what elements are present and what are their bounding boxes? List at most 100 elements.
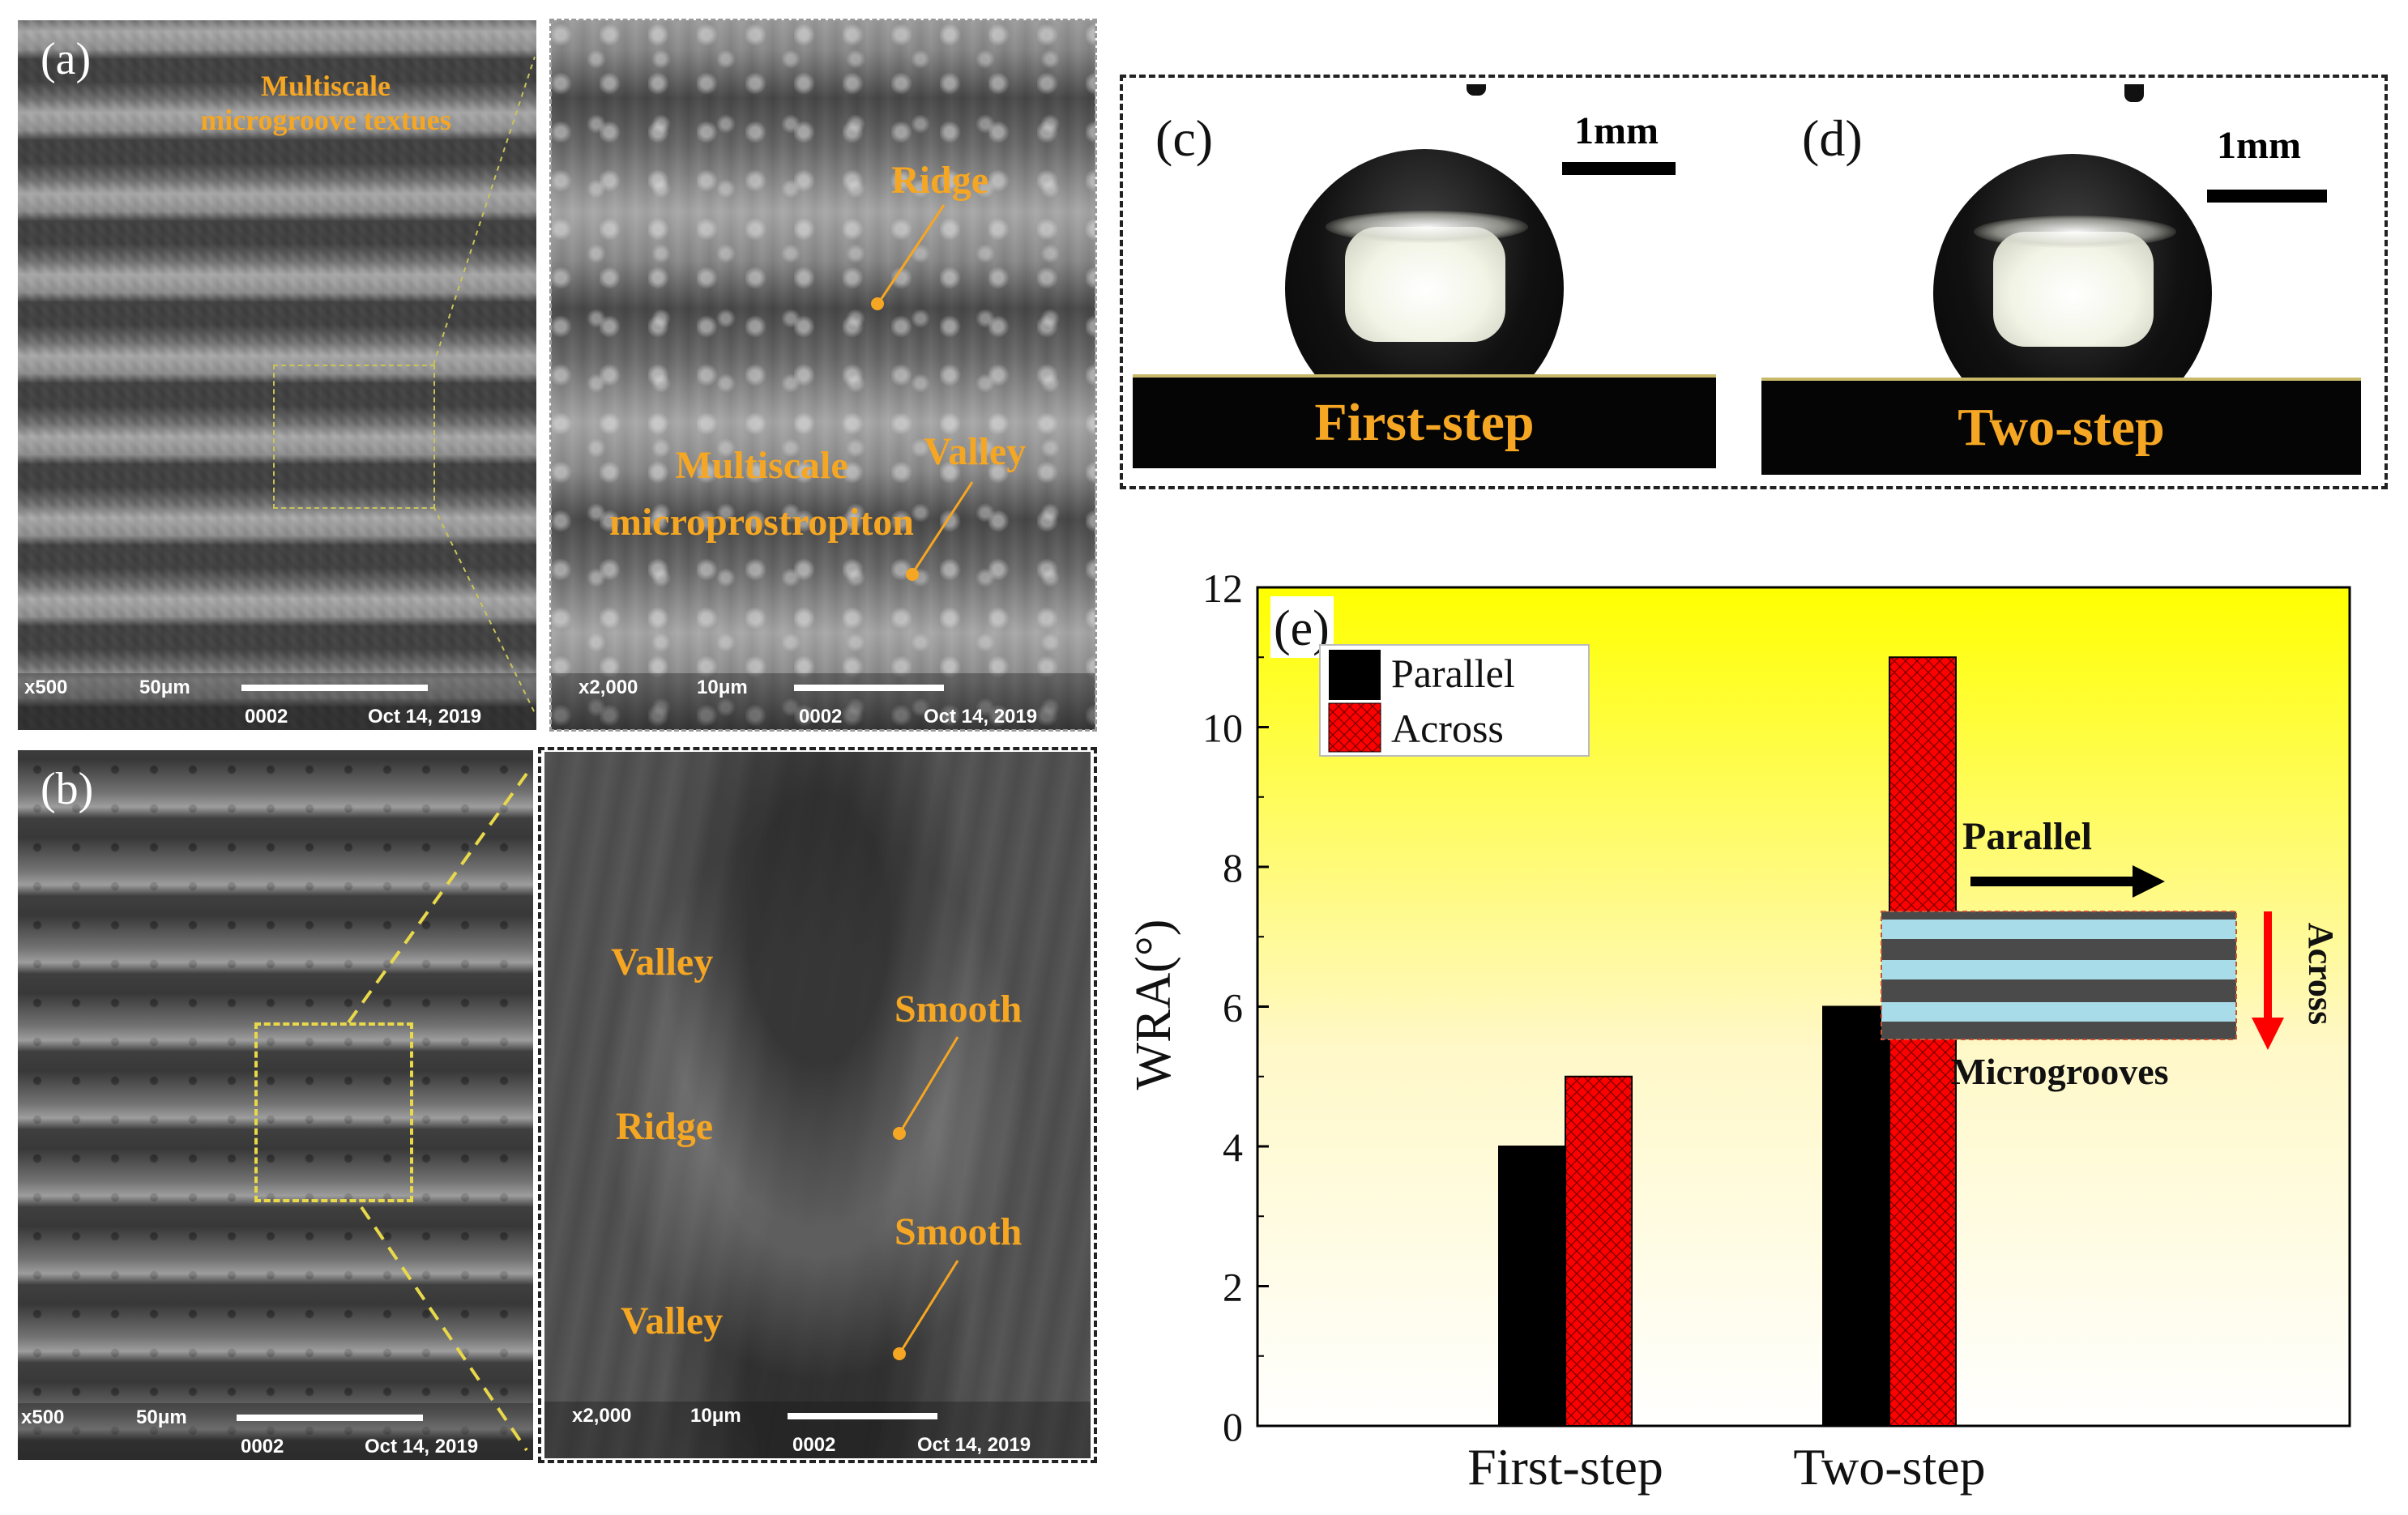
- image-date: Oct 14, 2019: [917, 1434, 1031, 1456]
- sem-zoom-image-b: Valley Smooth Ridge Smooth Valley x2,000…: [544, 752, 1091, 1458]
- bar-parallel-two-step: [1822, 1005, 1890, 1427]
- y-tick-label: 8: [1223, 845, 1243, 890]
- inset-caption: Microgrooves: [1950, 1051, 2168, 1092]
- sem-info-bar: x500 50μm 0002 Oct 14, 2019: [18, 673, 536, 730]
- step-label-first: First-step: [1314, 393, 1535, 452]
- scale-text: 50μm: [139, 676, 190, 698]
- legend-swatch-parallel: [1329, 650, 1381, 700]
- y-tick-label: 10: [1202, 706, 1243, 751]
- smooth-top-leader: [899, 1036, 959, 1132]
- scale-bar: [241, 685, 428, 691]
- droplet-glare: [1326, 211, 1528, 243]
- needle-tip: [1467, 84, 1486, 96]
- panel-label-b: (b): [41, 764, 94, 814]
- image-id: 0002: [799, 706, 843, 728]
- inset-parallel-label: Parallel: [1962, 815, 2092, 858]
- label-valley-top: Valley: [611, 941, 714, 984]
- scale-bar: [237, 1415, 423, 1421]
- y-tick-label: 12: [1202, 565, 1243, 611]
- label-multiscale-microprotrusion: Multiscale microprostropiton: [567, 437, 956, 551]
- scale-bar-c: [1562, 162, 1676, 175]
- x-tick-label: Two-step: [1793, 1438, 1985, 1496]
- droplet-glare: [1974, 216, 2176, 248]
- zoom-region-box: [254, 1022, 413, 1202]
- magnification: x500: [21, 1406, 65, 1428]
- image-id: 0002: [792, 1434, 836, 1456]
- bar-across-first-step: [1565, 1075, 1633, 1427]
- groove-light-1: [1881, 920, 2236, 939]
- droplet-highlight: [1345, 227, 1505, 342]
- substrate: [1761, 378, 2361, 475]
- across-arrow-head: [2252, 1018, 2284, 1050]
- zoom-region-box: [273, 365, 435, 509]
- x-tick-label: First-step: [1467, 1438, 1663, 1496]
- zoom-frame-b: [538, 747, 1097, 1463]
- sem-info-bar: x2,000 10μm 0002 Oct 14, 2019: [544, 1402, 1091, 1458]
- groove-light-2: [1881, 960, 2236, 979]
- legend-swatch-across: [1328, 702, 1381, 753]
- image-date: Oct 14, 2019: [924, 706, 1038, 728]
- valley-leader: [912, 481, 974, 572]
- y-tick-label: 4: [1223, 1125, 1243, 1170]
- magnification: x2,000: [579, 676, 638, 698]
- smooth-bottom-dot: [893, 1347, 906, 1360]
- y-tick-label: 6: [1223, 985, 1243, 1031]
- bar-parallel-first-step: [1498, 1146, 1566, 1427]
- scale-bar: [788, 1413, 937, 1419]
- scale-text: 10μm: [697, 676, 748, 698]
- magnification: x2,000: [572, 1405, 632, 1427]
- x-axis-labels: First-step Two-step: [1467, 1438, 1986, 1496]
- annotation-multiscale-textures: Multiscale microgroove textues: [156, 69, 496, 137]
- label-smooth-top: Smooth: [894, 988, 1023, 1031]
- label-smooth-bottom: Smooth: [894, 1210, 1023, 1253]
- bars: [1498, 656, 1957, 1427]
- image-id: 0002: [241, 1436, 284, 1457]
- sem-info-bar: x500 50μm 0002 Oct 14, 2019: [18, 1403, 533, 1460]
- droplet-panel-d: (d) 1mm Two-step: [1761, 84, 2361, 475]
- ridge-leader: [877, 204, 946, 303]
- scale-text-d: 1mm: [2217, 124, 2301, 167]
- droplet-panel-c: (c) 1mm First-step: [1133, 84, 1716, 468]
- y-axis: 0 2 4 6 8 10 12: [1202, 565, 1269, 1449]
- label-ridge: Ridge: [616, 1105, 713, 1148]
- label-line-2: microprostropiton: [608, 501, 914, 544]
- image-date: Oct 14, 2019: [365, 1436, 479, 1457]
- image-id: 0002: [245, 706, 288, 728]
- sem-image-a: (a) Multiscale microgroove textues x500 …: [18, 20, 536, 730]
- panel-label-c: (c): [1155, 109, 1214, 167]
- scale-text: 50μm: [136, 1406, 187, 1428]
- annotation-line-1: Multiscale: [261, 70, 391, 102]
- y-tick-label: 0: [1223, 1404, 1243, 1449]
- label-line-1: Multiscale: [675, 444, 848, 487]
- valley-dot: [906, 568, 919, 581]
- legend-label-parallel: Parallel: [1391, 651, 1515, 696]
- needle-tip: [2124, 84, 2144, 102]
- y-tick-label: 2: [1223, 1265, 1243, 1310]
- inset-across-label: Across: [2301, 923, 2341, 1025]
- label-ridge: Ridge: [891, 159, 988, 202]
- panel-label-d: (d): [1802, 109, 1863, 167]
- droplet-frame: [1120, 75, 2388, 489]
- smooth-top-dot: [893, 1127, 906, 1140]
- droplet-highlight: [1993, 232, 2154, 347]
- bar-across-two-step: [1889, 656, 1957, 1427]
- y-axis-title: WRA(°): [1126, 920, 1181, 1090]
- scale-bar-d: [2207, 190, 2327, 203]
- groove-light-3: [1881, 1002, 2236, 1022]
- sem-info-bar: x2,000 10μm 0002 Oct 14, 2019: [551, 673, 1095, 730]
- parallel-arrow-head: [2133, 865, 2165, 898]
- step-label-two: Two-step: [1958, 398, 2165, 457]
- scale-bar: [794, 685, 944, 691]
- annotation-line-2: microgroove textues: [200, 104, 451, 136]
- label-valley: Valley: [924, 430, 1027, 473]
- zoom-frame-a: [549, 19, 1097, 732]
- magnification: x500: [24, 676, 68, 698]
- panel-label-a: (a): [41, 34, 92, 84]
- zoom-a-leaders: [871, 204, 974, 581]
- groove-outline: [1881, 911, 2237, 1040]
- smooth-bottom-leader: [899, 1260, 959, 1352]
- ridge-dot: [871, 297, 884, 310]
- sem-image-b: (b) x500 50μm 0002 Oct 14, 2019: [18, 750, 533, 1460]
- substrate: [1133, 374, 1716, 468]
